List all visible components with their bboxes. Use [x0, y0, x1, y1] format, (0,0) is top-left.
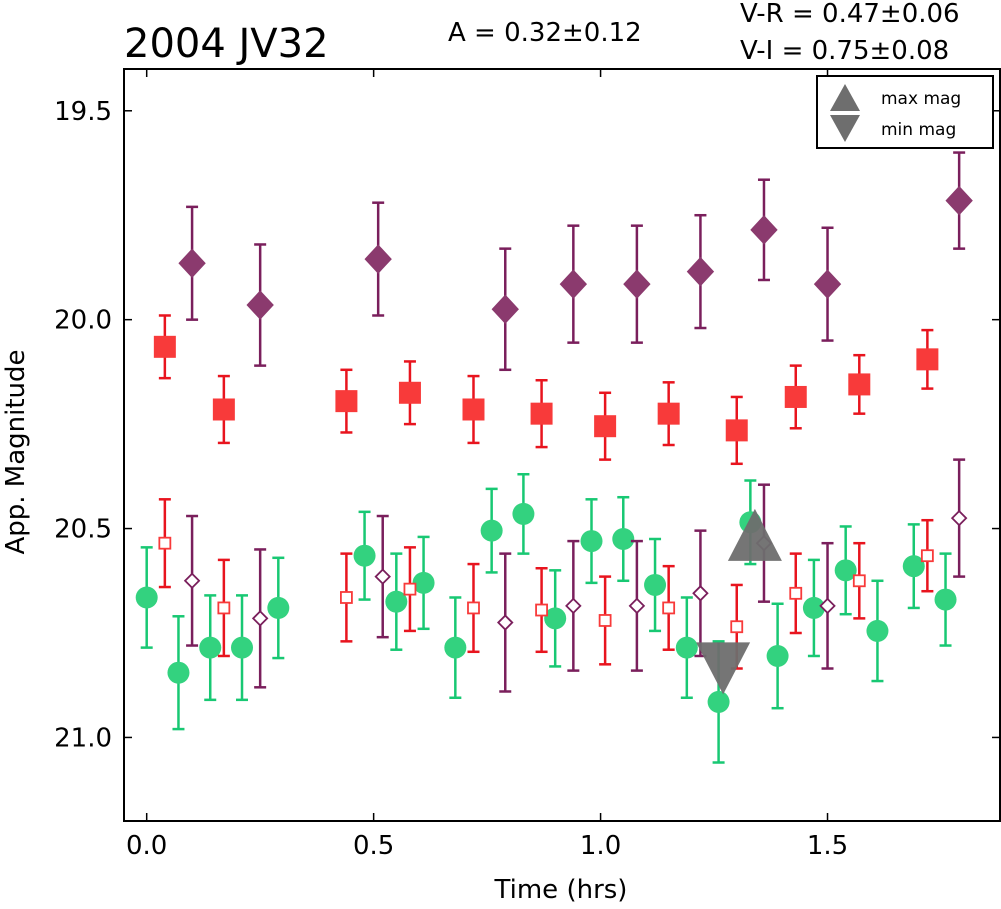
data-point-open-diamond: [565, 597, 582, 615]
data-point-circle: [167, 661, 190, 684]
data-point-circle: [580, 530, 603, 553]
data-point-square: [594, 415, 617, 438]
data-point-open-square: [535, 603, 548, 617]
data-point-diamond: [813, 269, 842, 299]
data-point-square: [657, 402, 680, 425]
v-i-color-annotation: V-I = 0.75±0.08: [740, 36, 949, 66]
min-mag-triangle-marker: [696, 642, 751, 695]
data-point-circle: [444, 636, 467, 659]
data-series-layer: [135, 151, 973, 764]
data-point-open-square: [158, 536, 172, 550]
data-point-circle: [866, 619, 889, 642]
legend-min-mag-triangle-icon: [830, 115, 860, 142]
data-point-circle: [707, 690, 730, 713]
v-r-color-annotation: V-R = 0.47±0.06: [740, 0, 960, 29]
data-point-circle: [412, 571, 435, 594]
series-I-diamond-open: [183, 458, 968, 693]
x-tick-label: 1.5: [807, 831, 848, 861]
data-point-open-square: [730, 620, 744, 634]
chart-title: 2004 JV32: [124, 21, 329, 67]
series-V-circle-filled: [135, 472, 957, 764]
plot-area-frame: [123, 68, 1001, 822]
data-point-open-diamond: [374, 568, 391, 585]
data-point-square: [153, 335, 176, 358]
data-point-open-diamond: [496, 614, 514, 631]
data-point-diamond: [623, 269, 651, 299]
x-tick-label: 0.5: [353, 831, 394, 861]
data-point-open-square: [467, 601, 480, 615]
series-I-diamond-filled: [178, 151, 973, 372]
data-point-square: [916, 348, 939, 371]
data-point-square: [212, 398, 235, 421]
data-point-square: [725, 419, 748, 442]
data-point-square: [462, 398, 485, 421]
data-point-diamond: [246, 290, 274, 320]
data-point-diamond: [178, 248, 206, 279]
legend-max-mag-triangle-icon: [830, 84, 860, 111]
data-point-open-square: [852, 574, 866, 588]
data-point-open-diamond: [628, 597, 646, 615]
data-point-open-diamond: [251, 610, 269, 627]
y-tick-label: 21.0: [54, 723, 112, 753]
y-tick-label: 20.0: [54, 306, 112, 336]
data-point-diamond: [686, 256, 715, 287]
data-point-open-diamond: [183, 572, 201, 590]
x-axis-label: Time (hrs): [494, 875, 628, 904]
x-tick-label: 0.0: [126, 831, 167, 861]
data-point-circle: [544, 607, 567, 630]
data-point-circle: [612, 528, 635, 550]
legend: max mag min mag: [816, 75, 994, 149]
data-point-circle: [802, 596, 825, 619]
data-point-circle: [512, 502, 535, 525]
legend-max-mag-label: max mag: [881, 89, 961, 109]
data-point-circle: [902, 555, 925, 578]
data-point-open-square: [340, 591, 353, 604]
data-point-square: [784, 385, 807, 408]
data-point-open-square: [789, 586, 803, 600]
data-point-diamond: [491, 294, 519, 324]
data-point-circle: [385, 590, 408, 613]
data-point-square: [530, 402, 553, 425]
max-mag-triangle-marker: [727, 508, 782, 561]
data-point-circle: [267, 596, 290, 619]
data-point-circle: [675, 636, 698, 659]
data-point-diamond: [750, 215, 778, 245]
y-tick-label: 20.5: [54, 515, 112, 545]
data-point-circle: [231, 636, 254, 659]
data-point-open-square: [662, 601, 676, 615]
data-point-square: [335, 390, 358, 413]
amplitude-annotation: A = 0.32±0.12: [448, 18, 642, 48]
data-point-open-diamond: [819, 597, 836, 615]
data-point-square: [398, 381, 421, 404]
data-point-circle: [353, 544, 376, 567]
data-point-open-square: [920, 549, 934, 563]
data-point-circle: [766, 644, 789, 667]
data-point-circle: [644, 573, 667, 596]
legend-min-mag-label: min mag: [881, 120, 956, 140]
data-point-open-square: [598, 614, 612, 627]
data-point-circle: [199, 636, 222, 659]
extrema-markers-layer: [696, 508, 782, 695]
data-point-circle: [135, 586, 158, 609]
data-point-open-diamond: [950, 509, 968, 527]
data-point-diamond: [945, 185, 973, 216]
y-tick-label: 19.5: [54, 97, 112, 127]
data-point-diamond: [364, 244, 392, 274]
series-R-square-filled: [153, 314, 939, 466]
data-point-circle: [480, 519, 503, 542]
data-point-open-square: [217, 601, 231, 615]
data-point-open-square: [403, 582, 417, 596]
x-tick-label: 1.0: [580, 831, 621, 861]
data-point-square: [848, 373, 871, 396]
y-axis-label: App. Magnitude: [1, 349, 31, 554]
axis-ticks: 0.0 0.5 1.0 1.5 19.5 20.0 20.5 21.0: [54, 69, 1000, 861]
data-point-open-diamond: [692, 585, 709, 602]
series-R-square-open: [158, 498, 934, 670]
data-point-diamond: [559, 269, 588, 299]
data-point-circle: [934, 588, 957, 611]
data-point-circle: [834, 559, 857, 582]
